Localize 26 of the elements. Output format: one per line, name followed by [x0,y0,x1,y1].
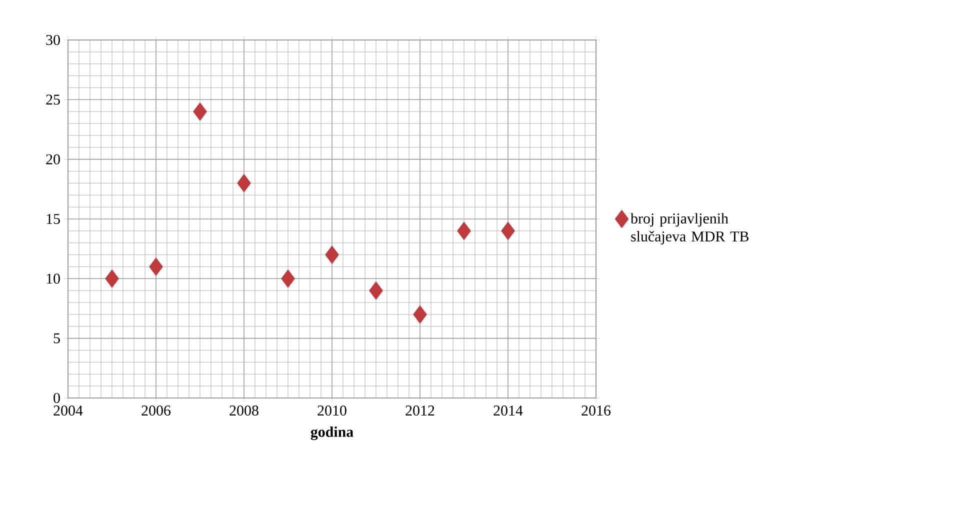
x-axis-title: godina [310,426,354,440]
x-tick-label: 2010 [318,406,346,416]
y-tick-label: 0 [54,392,60,404]
x-tick-label: 2014 [494,406,523,416]
y-tick-label: 10 [46,274,60,284]
y-tick-label: 30 [46,34,60,46]
legend-label: broj prijavljenih slučajeva MDR TB [630,213,748,245]
point [325,246,339,264]
point [413,305,427,324]
x-tick-label: 2006 [142,406,171,416]
y-tick-label: 20 [46,154,60,164]
point [193,102,207,121]
point [281,269,295,288]
point [369,281,383,300]
point [501,222,515,240]
point [149,258,163,276]
x-tick-label: 2008 [230,406,258,416]
point [457,222,471,240]
point [105,269,119,288]
y-tick-label: 25 [46,94,60,105]
y-tick-label: 15 [46,214,60,224]
point [237,174,251,192]
y-tick-label: 5 [54,333,60,344]
x-tick-label: 2004 [54,406,83,416]
x-tick-label: 2016 [582,406,611,416]
x-tick-label: 2012 [406,406,434,416]
